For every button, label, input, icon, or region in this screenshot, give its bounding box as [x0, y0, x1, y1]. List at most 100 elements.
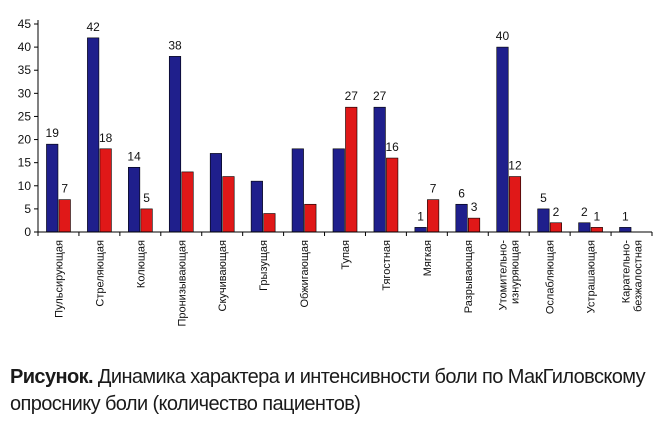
bar-series-1 — [537, 208, 550, 233]
bar-series-2 — [181, 171, 194, 233]
bar-series-2 — [549, 222, 562, 233]
y-tick-label: 45 — [18, 17, 32, 31]
category-label: Карательно-безжалостная — [621, 240, 645, 312]
caption-label: Рисунок. — [10, 366, 94, 388]
data-label: 5 — [540, 191, 547, 205]
bar-series-1 — [250, 180, 263, 233]
bar-series-2 — [99, 148, 112, 233]
category-label: Пульсирующая — [53, 240, 65, 318]
category-label: Колющая — [135, 240, 147, 288]
bar-series-1 — [619, 227, 632, 233]
data-label: 7 — [430, 182, 437, 196]
data-label: 14 — [127, 149, 141, 163]
category-label-line: Пронизывающая — [176, 240, 188, 327]
category-label-line: Грызущая — [258, 240, 270, 291]
data-label: 19 — [46, 126, 60, 140]
data-label: 7 — [61, 182, 68, 196]
bar-series-2 — [222, 176, 235, 233]
category-label: Тягостная — [381, 240, 393, 291]
category-label-line: Обжигающая — [299, 240, 311, 308]
category-label: Ослабляющая — [545, 240, 557, 314]
bar-series-1 — [46, 143, 59, 233]
y-tick-label: 20 — [18, 133, 32, 147]
category-label: Обжигающая — [299, 240, 311, 308]
bar-series-1 — [373, 106, 386, 233]
category-label: Разрывающая — [463, 240, 475, 313]
bar-series-1 — [87, 37, 100, 233]
bar-series-1 — [209, 153, 222, 233]
data-label: 27 — [345, 89, 359, 103]
category-label: Мягкая — [422, 240, 434, 276]
bar-series-1 — [455, 203, 468, 233]
y-tick-label: 30 — [18, 86, 32, 100]
category-label: Утомительно-изнуряющая — [498, 240, 522, 311]
data-label: 2 — [553, 205, 560, 219]
figure-caption: Рисунок. Динамика характера и интенсивно… — [10, 364, 650, 418]
category-label-line: Тягостная — [381, 240, 393, 291]
data-label: 1 — [417, 209, 424, 223]
y-tick-label: 5 — [24, 202, 31, 216]
bar-series-1 — [168, 56, 182, 233]
data-label: 38 — [168, 38, 182, 52]
category-label-line: безжалостная — [633, 240, 645, 312]
bar-series-2 — [58, 199, 71, 233]
bar-series-2 — [467, 217, 481, 233]
category-label-line: Устрашающая — [586, 240, 598, 313]
x-axis: Пульсирующая Стреляющая Колющая Пронизывающ… — [37, 231, 653, 327]
y-tick-label: 25 — [18, 109, 32, 123]
bar-series-1 — [128, 166, 141, 233]
bar-series-1 — [291, 148, 304, 233]
y-tick-label: 10 — [18, 179, 32, 193]
bars — [46, 37, 632, 233]
category-label-line: Мягкая — [422, 240, 434, 276]
data-label: 27 — [373, 89, 387, 103]
bar-series-2 — [427, 199, 440, 233]
category-label-line: Колющая — [135, 240, 147, 288]
bar-series-2 — [386, 157, 399, 233]
data-label: 6 — [458, 186, 465, 200]
category-label: Пронизывающая — [176, 240, 188, 327]
category-label-line: Разрывающая — [463, 240, 475, 313]
category-label-line: Пульсирующая — [53, 240, 65, 318]
category-label: Тупая — [340, 240, 352, 270]
bar-series-2 — [304, 203, 317, 233]
bar-series-2 — [263, 213, 276, 233]
category-label-line: изнуряющая — [510, 240, 522, 304]
data-label: 3 — [471, 200, 478, 214]
bar-series-2 — [140, 208, 153, 233]
bar-series-1 — [332, 148, 345, 233]
y-tick-label: 0 — [24, 225, 31, 239]
bar-series-1 — [496, 46, 509, 233]
category-label-line: Ослабляющая — [545, 240, 557, 314]
category-label: Устрашающая — [586, 240, 598, 313]
data-label: 5 — [143, 191, 150, 205]
category-label: Стреляющая — [94, 240, 106, 307]
data-label: 42 — [86, 20, 100, 34]
bar-series-1 — [578, 222, 591, 233]
data-label: 18 — [99, 131, 113, 145]
category-label-line: Стреляющая — [94, 240, 106, 307]
y-axis: 0 5 10 15 20 25 30 35 40 45 — [18, 17, 39, 239]
category-label-line: Карательно- — [621, 240, 633, 304]
bar-series-1 — [414, 227, 427, 233]
category-label-line: Тупая — [340, 240, 352, 270]
data-label: 1 — [622, 209, 629, 223]
y-tick-label: 40 — [18, 40, 32, 54]
bar-series-2 — [590, 227, 603, 233]
category-label: Грызущая — [258, 240, 270, 291]
data-label: 16 — [386, 140, 400, 154]
data-label: 40 — [496, 29, 510, 43]
y-tick-label: 35 — [18, 63, 32, 77]
bar-series-2 — [508, 176, 522, 233]
data-label: 2 — [581, 205, 588, 219]
data-label: 1 — [594, 209, 601, 223]
y-tick-label: 15 — [18, 156, 32, 170]
category-label: Скучивающая — [217, 240, 229, 312]
data-label: 12 — [508, 159, 522, 173]
bar-series-2 — [345, 106, 358, 233]
category-label-line: Скучивающая — [217, 240, 229, 312]
category-label-line: Утомительно- — [498, 240, 510, 311]
caption-text: Динамика характера и интенсивности боли … — [10, 366, 646, 415]
